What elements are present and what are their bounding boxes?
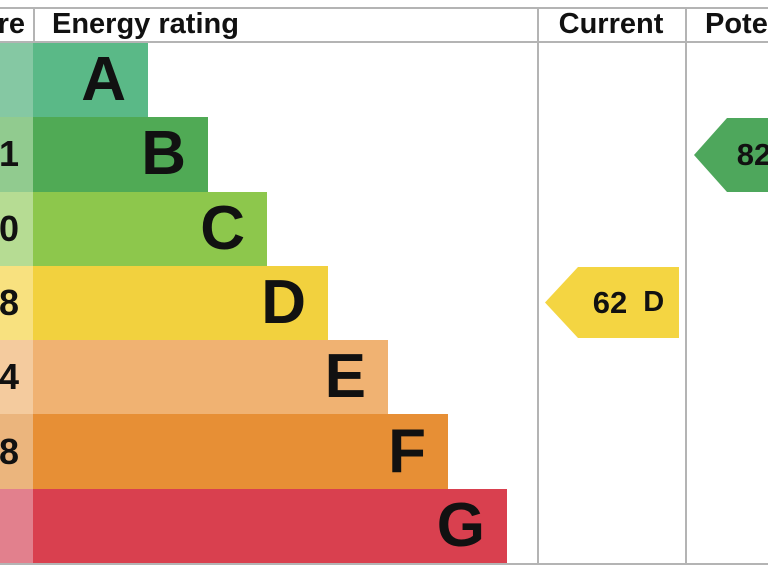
score-cell-g: 1-20 — [0, 488, 33, 563]
band-letter-b: B — [141, 119, 186, 189]
score-cell-f: 21-38 — [0, 414, 33, 489]
rating-bar-a: A — [33, 43, 148, 118]
header-energy-rating-label: Energy rating — [52, 8, 239, 40]
score-range-b: 81-91 — [0, 133, 19, 175]
score-cell-b: 81-91 — [0, 117, 33, 192]
header-potential-label: Potential — [705, 8, 768, 40]
header-bottom-border — [0, 41, 768, 43]
table-bottom-border — [0, 563, 768, 565]
header-current-label: Current — [558, 8, 664, 40]
band-row-d: 55-68 D — [0, 265, 768, 341]
score-cell-c: 69-80 — [0, 191, 33, 266]
rating-bar-c: C — [33, 191, 267, 266]
band-row-e: 39-54 E — [0, 340, 768, 415]
band-row-f: 21-38 F — [0, 414, 768, 489]
band-letter-c: C — [200, 193, 245, 263]
score-cell-d: 55-68 — [0, 265, 33, 341]
band-letter-e: E — [324, 342, 366, 412]
header-score-label: Score — [0, 8, 25, 40]
score-cell-a: 92+ — [0, 43, 33, 118]
score-range-c: 69-80 — [0, 207, 19, 249]
band-letter-a: A — [81, 45, 126, 115]
current-rating-score: 62 — [592, 284, 628, 320]
potential-rating-score: 82 — [736, 137, 768, 172]
rating-bar-e: E — [33, 340, 388, 415]
band-letter-d: D — [261, 267, 306, 337]
band-rows: 92+ A 81-91 B 69-80 C 55-68 — [0, 43, 768, 563]
potential-column-divider — [685, 7, 687, 565]
header-current-cell: Current — [537, 7, 685, 42]
current-rating-arrow: 62 D — [545, 267, 679, 338]
score-range-f: 21-38 — [0, 430, 19, 472]
rating-bar-b: B — [33, 117, 208, 192]
rating-bar-f: F — [33, 414, 448, 489]
score-range-e: 39-54 — [0, 356, 19, 398]
score-cell-e: 39-54 — [0, 340, 33, 415]
band-row-a: 92+ A — [0, 43, 768, 118]
score-range-d: 55-68 — [0, 281, 19, 323]
rating-bar-g: G — [33, 488, 507, 563]
band-row-b: 81-91 B — [0, 117, 768, 192]
current-column-divider — [537, 7, 539, 565]
band-row-c: 69-80 C — [0, 191, 768, 266]
band-letter-g: G — [436, 490, 485, 560]
rating-bar-d: D — [33, 265, 328, 341]
current-rating-band: D — [643, 286, 665, 318]
header-score-cell: Score — [0, 7, 33, 42]
band-letter-f: F — [388, 416, 426, 486]
table-top-border — [0, 7, 768, 9]
band-row-g: 1-20 G — [0, 488, 768, 563]
